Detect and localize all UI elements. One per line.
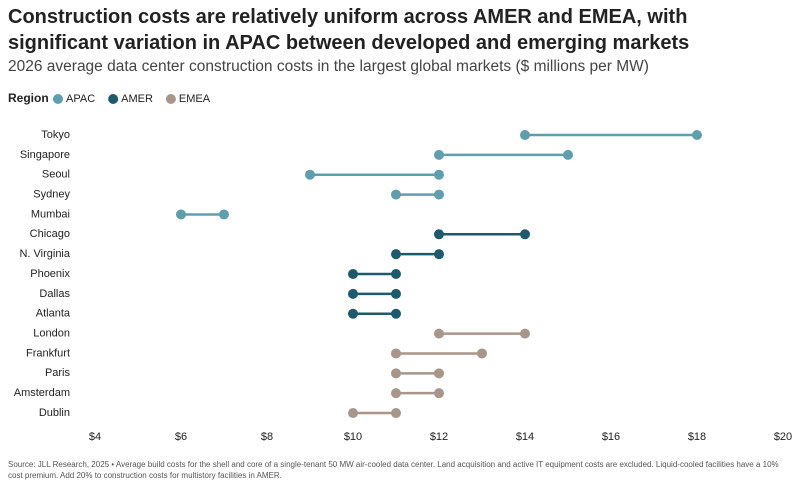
low-dot bbox=[391, 368, 401, 379]
low-dot bbox=[434, 229, 444, 240]
y-tick-label: Sydney bbox=[33, 188, 70, 200]
low-dot bbox=[391, 388, 401, 399]
chart-subtitle: 2026 average data center construction co… bbox=[8, 58, 649, 75]
x-tick-label: $4 bbox=[89, 431, 101, 443]
x-tick-label: $12 bbox=[430, 431, 448, 443]
legend-marker bbox=[108, 94, 119, 104]
legend-label: AMER bbox=[121, 93, 153, 105]
high-dot bbox=[434, 388, 444, 399]
high-dot bbox=[391, 269, 401, 280]
low-dot bbox=[176, 209, 186, 220]
low-dot bbox=[305, 169, 315, 180]
high-dot bbox=[563, 149, 573, 160]
x-tick-label: $16 bbox=[602, 431, 620, 443]
legend-marker bbox=[53, 94, 63, 104]
y-tick-label: Amsterdam bbox=[14, 387, 70, 399]
low-dot bbox=[348, 269, 358, 280]
low-dot bbox=[391, 189, 401, 200]
legend-label: EMEA bbox=[179, 93, 211, 105]
high-dot bbox=[477, 348, 487, 359]
low-dot bbox=[391, 249, 401, 260]
y-tick-label: Seoul bbox=[42, 169, 70, 181]
y-tick-label: Chicago bbox=[30, 228, 70, 240]
high-dot bbox=[520, 328, 530, 339]
low-dot bbox=[520, 130, 530, 140]
x-tick-label: $10 bbox=[344, 431, 362, 443]
y-tick-label: Phoenix bbox=[30, 268, 70, 280]
x-tick-label: $14 bbox=[516, 431, 534, 443]
chart: Region $4 $6 $8 $10 $12 $14 $16 $18 $20 APAC AMER E… bbox=[8, 91, 792, 443]
y-tick-label: London bbox=[33, 328, 70, 340]
high-dot bbox=[434, 249, 444, 260]
y-tick-label: Paris bbox=[45, 367, 71, 379]
low-dot bbox=[434, 328, 444, 339]
low-dot bbox=[348, 408, 358, 419]
high-dot bbox=[434, 189, 444, 200]
x-tick-label: $8 bbox=[261, 431, 273, 443]
high-dot bbox=[434, 169, 444, 180]
high-dot bbox=[219, 209, 229, 220]
y-tick-label: Mumbai bbox=[31, 208, 70, 220]
legend-label: APAC bbox=[66, 93, 95, 105]
chart-title: Construction costs are relatively unifor… bbox=[8, 6, 690, 54]
x-tick-label: $18 bbox=[688, 431, 706, 443]
y-tick-label: Atlanta bbox=[36, 308, 71, 320]
y-tick-label: Singapore bbox=[20, 149, 70, 161]
high-dot bbox=[434, 368, 444, 379]
y-tick-label: N. Virginia bbox=[19, 248, 70, 260]
low-dot bbox=[434, 149, 444, 160]
y-tick-label: Tokyo bbox=[41, 129, 70, 141]
y-tick-label: Frankfurt bbox=[26, 347, 70, 359]
high-dot bbox=[692, 130, 702, 140]
high-dot bbox=[391, 308, 401, 319]
high-dot bbox=[391, 288, 401, 299]
x-tick-label: $20 bbox=[774, 431, 792, 443]
low-dot bbox=[348, 288, 358, 299]
x-tick-label: $6 bbox=[175, 431, 187, 443]
source-note: Source: JLL Research, 2025 • Average bui… bbox=[8, 460, 779, 480]
y-tick-label: Dublin bbox=[39, 407, 70, 419]
legend-title: Region bbox=[8, 91, 49, 105]
y-tick-label: Dallas bbox=[39, 288, 70, 300]
high-dot bbox=[391, 408, 401, 419]
legend-marker bbox=[165, 94, 176, 104]
low-dot bbox=[348, 308, 358, 319]
low-dot bbox=[391, 348, 401, 359]
high-dot bbox=[520, 229, 530, 240]
